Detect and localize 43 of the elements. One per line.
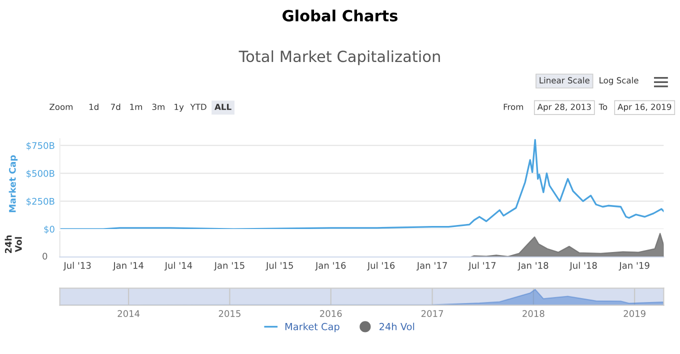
x-tick-label: Jan '18: [518, 262, 548, 271]
x-tick-label: Jul '17: [468, 262, 496, 271]
text: 1d: [89, 104, 98, 110]
y-tick-label: $750B: [26, 142, 54, 150]
text: From: [504, 104, 524, 110]
text: Apr 16, 2019: [618, 104, 672, 112]
y-tick-label: $250B: [26, 198, 54, 206]
x-tick-label: Jul '13: [63, 262, 91, 271]
x-tick-label: 2018: [522, 310, 544, 317]
x-tick-label: Jul '15: [266, 262, 293, 271]
x-tick-label: 2019: [624, 310, 646, 317]
x-tick-label: Jan '19: [618, 262, 650, 271]
x-tick-label: Jul '14: [164, 262, 192, 271]
legend-label: 24h Vol: [380, 322, 414, 330]
x-tick-label: Jan '15: [214, 262, 244, 271]
x-tick-label: 2016: [320, 310, 342, 317]
y-tick-label: $500B: [26, 170, 54, 178]
text: ALL: [214, 104, 232, 110]
y-axis-title: Market Cap: [8, 155, 18, 212]
text: 1y: [174, 104, 184, 112]
text: Log Scale: [600, 77, 638, 86]
x-tick-label: Jul '16: [366, 262, 395, 271]
text: Apr 28, 2013: [537, 104, 591, 112]
x-tick-label: Jan '17: [416, 262, 447, 271]
x-tick-label: 2014: [118, 310, 140, 317]
text: 0: [42, 252, 48, 260]
x-tick-label: 2015: [218, 310, 240, 317]
x-tick-label: Jan '14: [112, 262, 144, 271]
chart-subtitle: Total Market Capitalization: [238, 50, 440, 66]
text: 3m: [152, 104, 164, 110]
text: 7d: [110, 104, 120, 110]
chart-title: Global Charts: [282, 10, 398, 22]
text: To: [598, 104, 608, 110]
text: YTD: [190, 104, 206, 110]
legend-label: Market Cap: [285, 322, 340, 332]
y-tick-label: $0: [44, 226, 54, 234]
x-tick-label: Jul '18: [569, 262, 597, 271]
x-tick-label: Jan '16: [315, 262, 346, 271]
y-axis-title: 24h Vol: [4, 235, 22, 254]
text: Linear Scale: [540, 77, 590, 84]
text: 1m: [130, 104, 142, 110]
x-tick-label: 2017: [421, 310, 443, 317]
text: Zoom: [50, 104, 73, 110]
